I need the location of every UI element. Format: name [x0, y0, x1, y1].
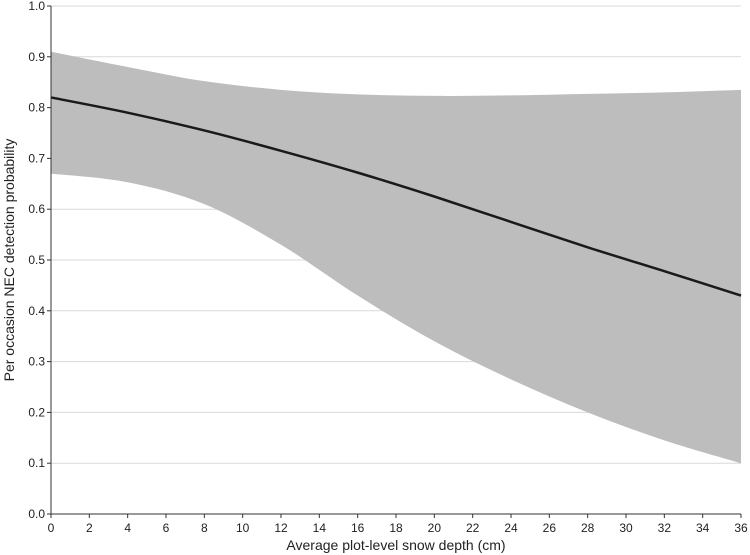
x-tick-label-17: 34 — [696, 521, 710, 535]
y-tick-label-10: 1.0 — [28, 0, 45, 13]
x-tick-label-14: 28 — [581, 521, 595, 535]
y-axis-title: Per occasion NEC detection probability — [1, 139, 17, 382]
x-axis-ticks: 0 2 4 6 8 10 12 14 16 18 20 22 24 26 28 30 32 34 36 — [48, 514, 748, 535]
y-tick-label-5: 0.5 — [28, 253, 45, 267]
series-line — [50, 96, 742, 297]
x-tick-label-7: 14 — [313, 521, 327, 535]
x-tick-label-16: 32 — [658, 521, 672, 535]
x-tick-label-3: 6 — [163, 521, 170, 535]
x-tick-label-9: 18 — [389, 521, 403, 535]
x-tick-label-6: 12 — [274, 521, 288, 535]
x-tick-label-5: 10 — [236, 521, 250, 535]
x-tick-label-11: 22 — [466, 521, 480, 535]
x-tick-label-0: 0 — [48, 521, 55, 535]
confidence-band — [51, 51, 741, 464]
y-tick-label-1: 0.1 — [28, 456, 45, 470]
x-tick-label-1: 2 — [86, 521, 93, 535]
y-tick-label-7: 0.7 — [28, 151, 45, 165]
x-tick-label-4: 8 — [201, 521, 208, 535]
x-axis-title: Average plot-level snow depth (cm) — [286, 537, 505, 553]
x-tick-label-15: 30 — [619, 521, 633, 535]
x-tick-label-8: 16 — [351, 521, 365, 535]
y-tick-label-6: 0.6 — [28, 202, 45, 216]
y-axis-ticks: 0.0 0.1 0.2 0.3 0.4 0.5 0.6 0.7 0.8 0.9 1.0 — [28, 0, 51, 521]
x-tick-label-2: 4 — [124, 521, 131, 535]
y-tick-label-0: 0.0 — [28, 507, 45, 521]
x-tick-label-18: 36 — [734, 521, 748, 535]
y-tick-label-2: 0.2 — [28, 405, 45, 419]
y-tick-label-9: 0.9 — [28, 50, 45, 64]
x-tick-label-13: 26 — [543, 521, 557, 535]
y-tick-label-3: 0.3 — [28, 355, 45, 369]
x-tick-label-12: 24 — [504, 521, 518, 535]
y-tick-label-4: 0.4 — [28, 304, 45, 318]
y-tick-label-8: 0.8 — [28, 101, 45, 115]
x-tick-label-10: 20 — [428, 521, 442, 535]
